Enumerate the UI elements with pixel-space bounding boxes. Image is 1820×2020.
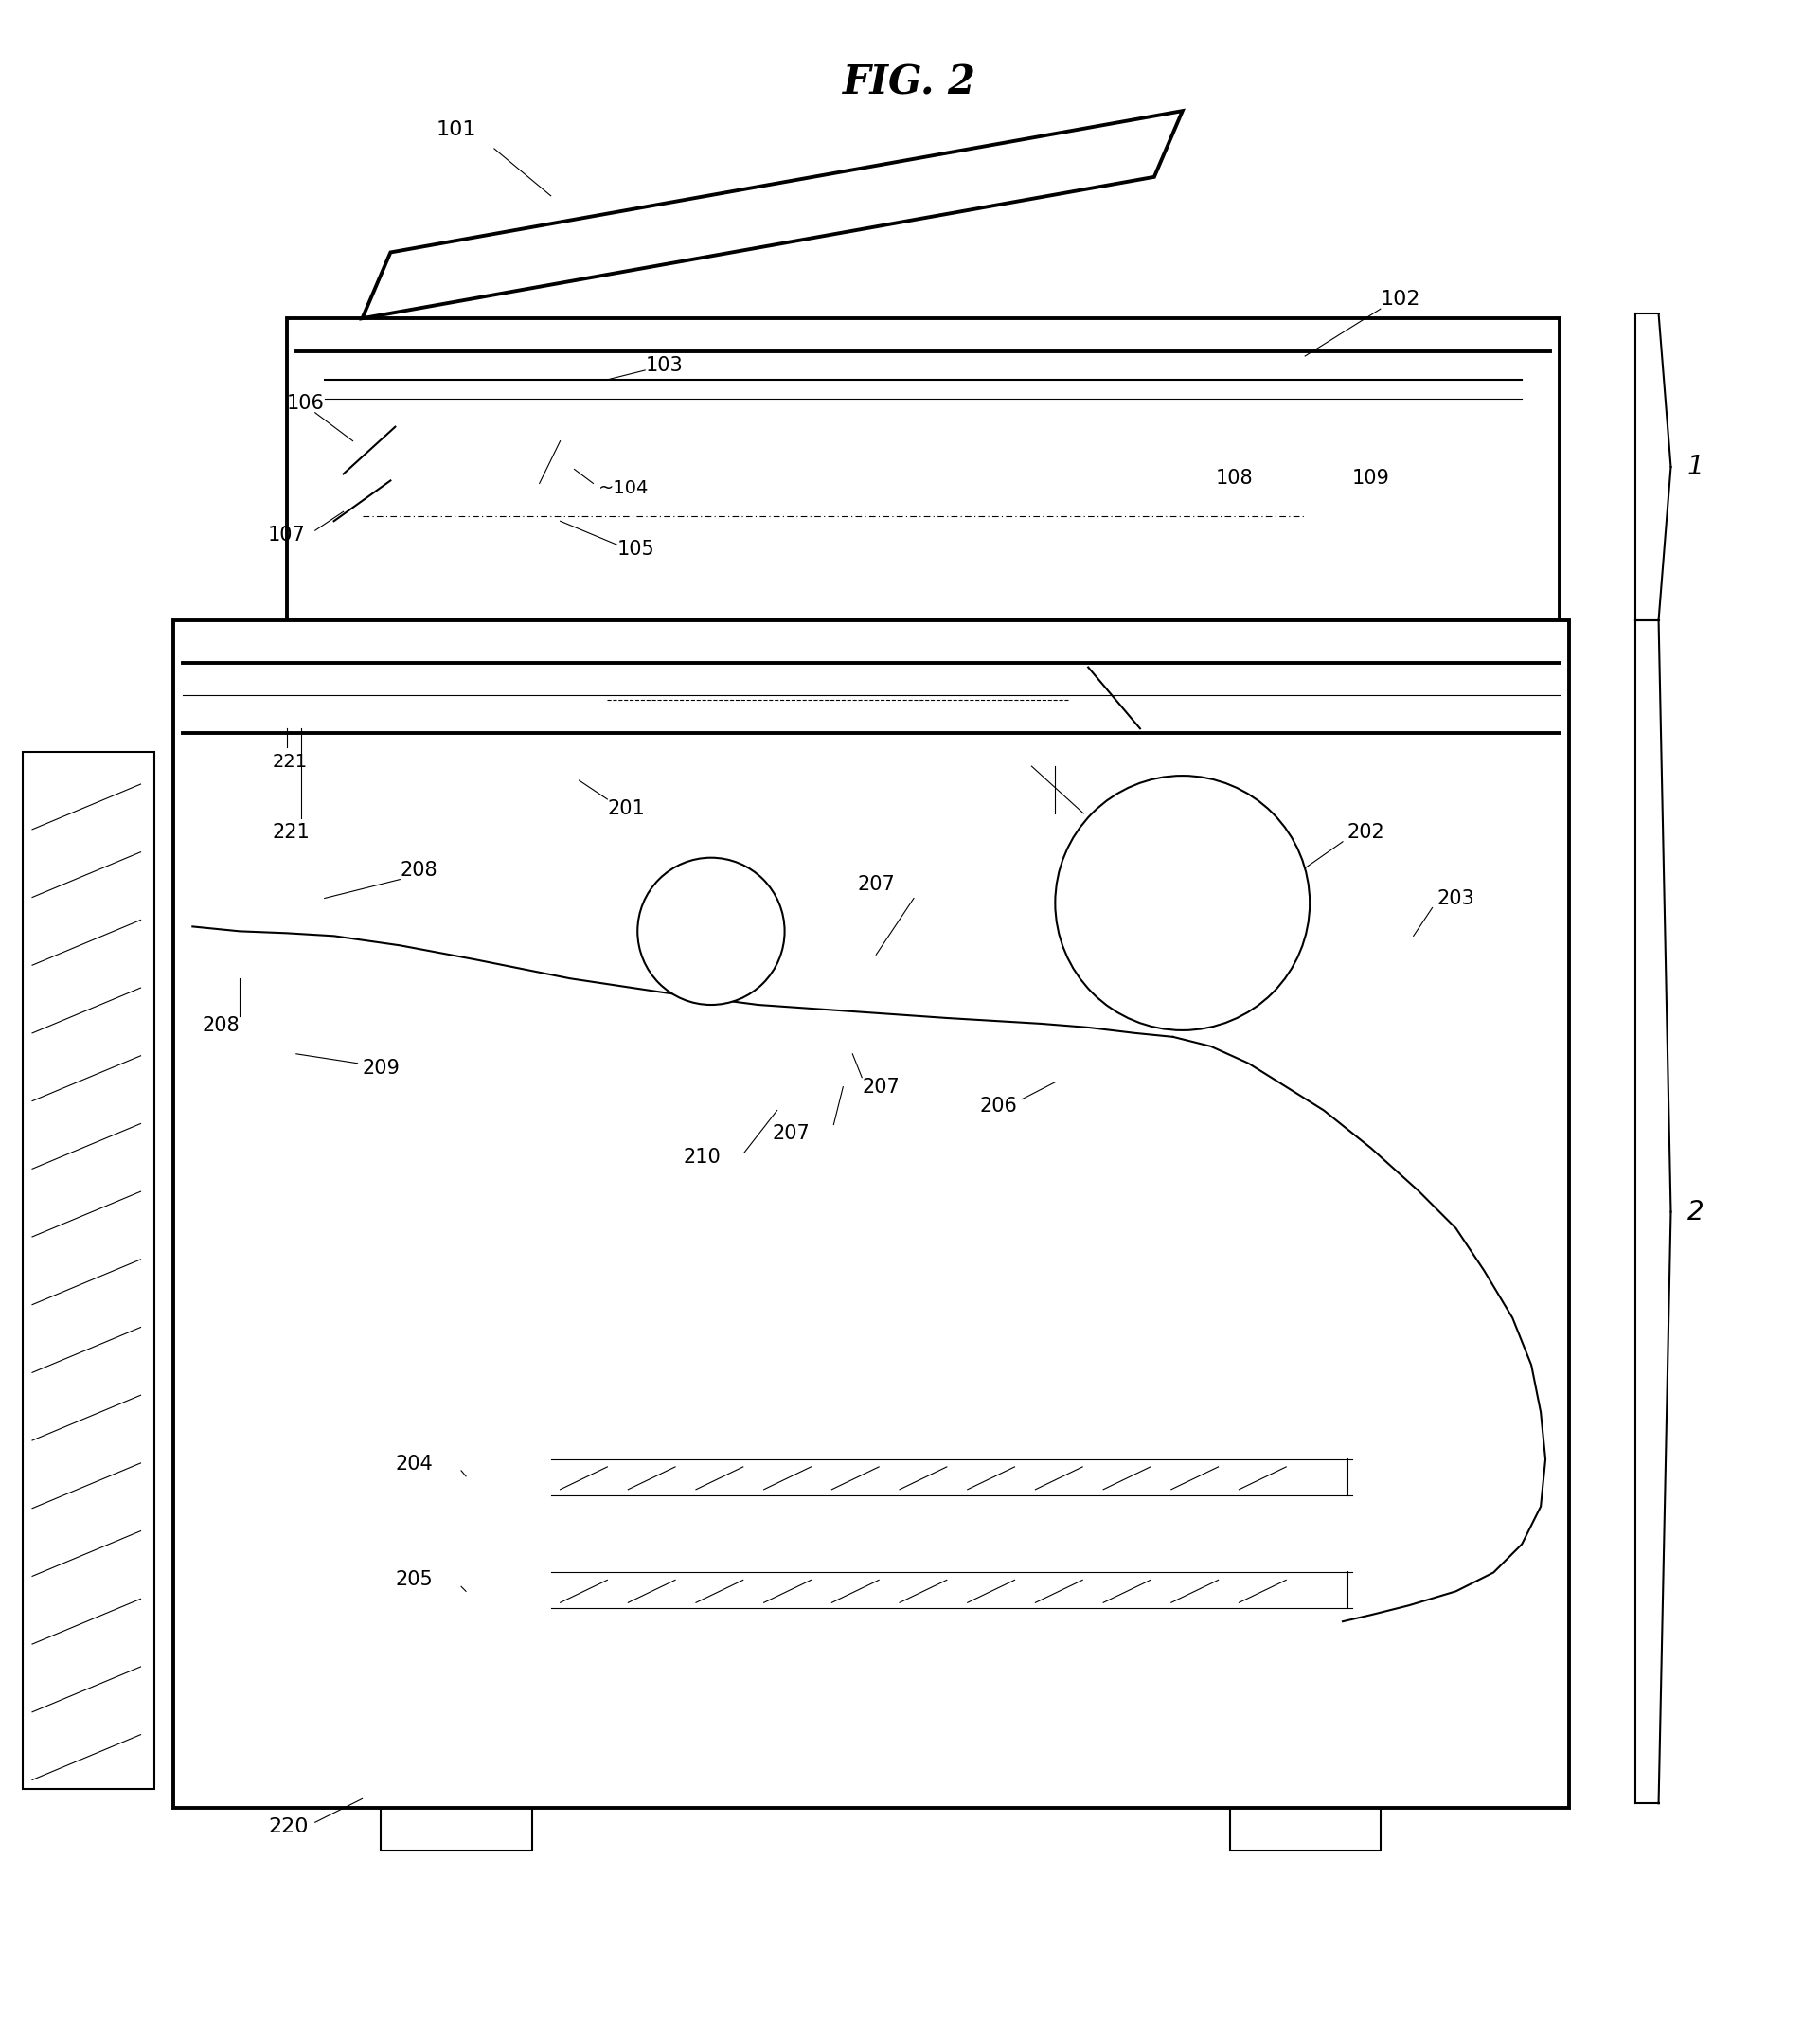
Bar (1210, 497, 1305, 549)
Text: 208: 208 (400, 861, 437, 879)
Circle shape (1121, 1069, 1159, 1105)
Circle shape (1219, 1097, 1258, 1133)
Bar (288, 319, 1560, 620)
Circle shape (1052, 788, 1087, 820)
Text: 207: 207 (863, 1077, 899, 1097)
Text: 2: 2 (1687, 1198, 1704, 1224)
Circle shape (189, 1014, 233, 1056)
Text: 206: 206 (979, 1097, 1017, 1115)
Circle shape (1265, 1287, 1345, 1368)
Circle shape (1343, 1190, 1380, 1228)
Circle shape (1409, 1256, 1447, 1295)
Text: 107: 107 (268, 525, 306, 545)
Circle shape (1438, 1295, 1474, 1331)
Bar (1070, 1000, 1138, 1058)
Circle shape (1187, 1115, 1225, 1153)
Text: 102: 102 (1380, 291, 1421, 309)
Circle shape (1039, 745, 1061, 768)
Circle shape (233, 895, 275, 939)
Text: 106: 106 (288, 394, 324, 412)
Polygon shape (288, 941, 339, 978)
Circle shape (1465, 1327, 1503, 1366)
Circle shape (1052, 745, 1087, 778)
Text: 208: 208 (202, 1016, 240, 1034)
Text: 207: 207 (857, 875, 895, 893)
Bar (1077, 1060, 1092, 1097)
Text: 201: 201 (608, 800, 644, 818)
Text: 221: 221 (273, 753, 308, 770)
Bar (437, 677, 499, 723)
Bar (466, 1462, 513, 1493)
Circle shape (637, 858, 784, 1004)
Circle shape (976, 1097, 1012, 1133)
Bar (466, 426, 570, 497)
Polygon shape (362, 111, 1183, 319)
Circle shape (1154, 1091, 1192, 1129)
Circle shape (1480, 1370, 1518, 1408)
Circle shape (1263, 1125, 1299, 1161)
Text: 209: 209 (362, 1058, 400, 1077)
Circle shape (233, 957, 275, 1000)
Bar (380, 1808, 531, 1850)
Circle shape (1498, 1412, 1536, 1450)
Bar (908, 681, 970, 723)
Text: 1: 1 (1687, 454, 1704, 481)
Text: 109: 109 (1352, 469, 1390, 489)
Bar (564, 683, 601, 719)
Text: 221: 221 (273, 822, 309, 842)
Circle shape (186, 937, 228, 982)
Text: 103: 103 (644, 356, 682, 376)
Circle shape (1010, 745, 1034, 768)
Text: 101: 101 (437, 121, 477, 139)
Circle shape (1056, 776, 1310, 1030)
Circle shape (1376, 1228, 1414, 1267)
Circle shape (792, 1077, 828, 1115)
Circle shape (1012, 1008, 1045, 1040)
Text: 105: 105 (617, 539, 655, 560)
Bar (1343, 499, 1383, 545)
Bar (899, 693, 966, 729)
Circle shape (510, 448, 535, 475)
Bar (1380, 913, 1458, 964)
Text: 203: 203 (1438, 889, 1474, 907)
Text: ~104: ~104 (599, 479, 648, 497)
Bar (508, 677, 555, 723)
Circle shape (1279, 1368, 1350, 1438)
Circle shape (1480, 1454, 1518, 1493)
Text: 210: 210 (682, 1147, 721, 1168)
Circle shape (1052, 834, 1087, 869)
Circle shape (881, 1087, 919, 1125)
Circle shape (1305, 1157, 1343, 1196)
Circle shape (186, 877, 228, 919)
Bar (792, 1000, 1046, 1048)
Text: 205: 205 (395, 1570, 433, 1590)
Bar (220, 673, 400, 723)
Bar (173, 620, 1569, 1808)
Text: 202: 202 (1347, 822, 1385, 842)
Bar (466, 1576, 513, 1606)
Circle shape (1363, 927, 1389, 951)
Circle shape (1447, 1487, 1483, 1525)
Circle shape (792, 1008, 824, 1040)
Text: 220: 220 (268, 1818, 308, 1836)
Text: 108: 108 (1216, 469, 1252, 489)
Bar (1008, 766, 1070, 822)
Circle shape (1458, 1527, 1492, 1561)
Bar (1099, 1060, 1116, 1097)
Circle shape (479, 448, 506, 475)
Text: 204: 204 (395, 1454, 433, 1473)
Text: 207: 207 (772, 1125, 810, 1143)
Bar (24, 751, 155, 1790)
Text: FIG. 2: FIG. 2 (843, 63, 976, 103)
Circle shape (1429, 1527, 1463, 1561)
Bar (1230, 1808, 1380, 1850)
Circle shape (237, 1036, 280, 1081)
